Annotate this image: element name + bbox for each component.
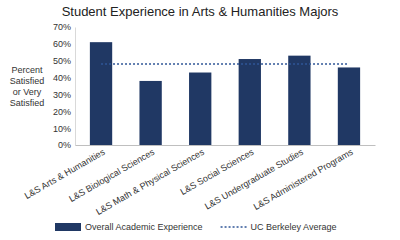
y-tick: 40% — [53, 73, 75, 83]
legend: Overall Academic Experience UC Berkeley A… — [55, 222, 336, 232]
legend-swatch — [221, 226, 247, 228]
x-tick-label: L&S Arts & Humanities — [23, 147, 107, 201]
x-tick: L&S Arts & Humanities — [23, 145, 107, 201]
bar — [189, 73, 211, 145]
bar — [90, 42, 112, 145]
y-tick: 30% — [53, 90, 75, 100]
y-tick: 0% — [58, 140, 75, 150]
legend-swatch — [55, 223, 81, 231]
y-tick-label: 10% — [53, 124, 71, 134]
y-tick: 60% — [53, 39, 75, 49]
x-tick-label: L&S Biological Sciences — [67, 147, 156, 204]
y-tick: 70% — [53, 22, 75, 32]
y-tick-label: 70% — [53, 22, 71, 32]
y-axis: 0% 10% 20% 30% 40% 50% 60% 70% — [53, 22, 76, 150]
y-axis-line — [75, 28, 76, 146]
bar — [239, 59, 261, 145]
bar-series — [90, 42, 360, 145]
x-axis-line — [76, 145, 376, 146]
y-tick-label: 40% — [53, 73, 71, 83]
y-tick: 50% — [53, 56, 75, 66]
chart: Student Experience in Arts & Humanities … — [0, 0, 400, 240]
line — [101, 63, 349, 65]
y-tick-label: 60% — [53, 39, 71, 49]
plot-area — [90, 42, 360, 145]
y-tick: 20% — [53, 107, 75, 117]
y-tick: 10% — [53, 124, 75, 134]
y-tick-label: 20% — [53, 107, 71, 117]
y-tick-label: 50% — [53, 56, 71, 66]
x-axis: L&S Arts & HumanitiesL&S Biological Scie… — [23, 145, 376, 217]
bar — [338, 67, 360, 145]
y-tick-label: 30% — [53, 90, 71, 100]
y-tick-label: 0% — [58, 140, 71, 150]
legend-label: UC Berkeley Average — [251, 222, 337, 232]
x-tick: L&S Biological Sciences — [67, 145, 156, 204]
title: Student Experience in Arts & Humanities … — [62, 4, 339, 19]
y-axis-title: PercentSatisfiedor VerySatisfied — [10, 65, 45, 108]
x-tick-label: L&S Administered Programs — [252, 147, 355, 212]
x-tick: L&S Administered Programs — [252, 145, 355, 212]
bar — [139, 81, 161, 145]
legend-label: Overall Academic Experience — [85, 222, 203, 232]
bar — [288, 56, 310, 145]
